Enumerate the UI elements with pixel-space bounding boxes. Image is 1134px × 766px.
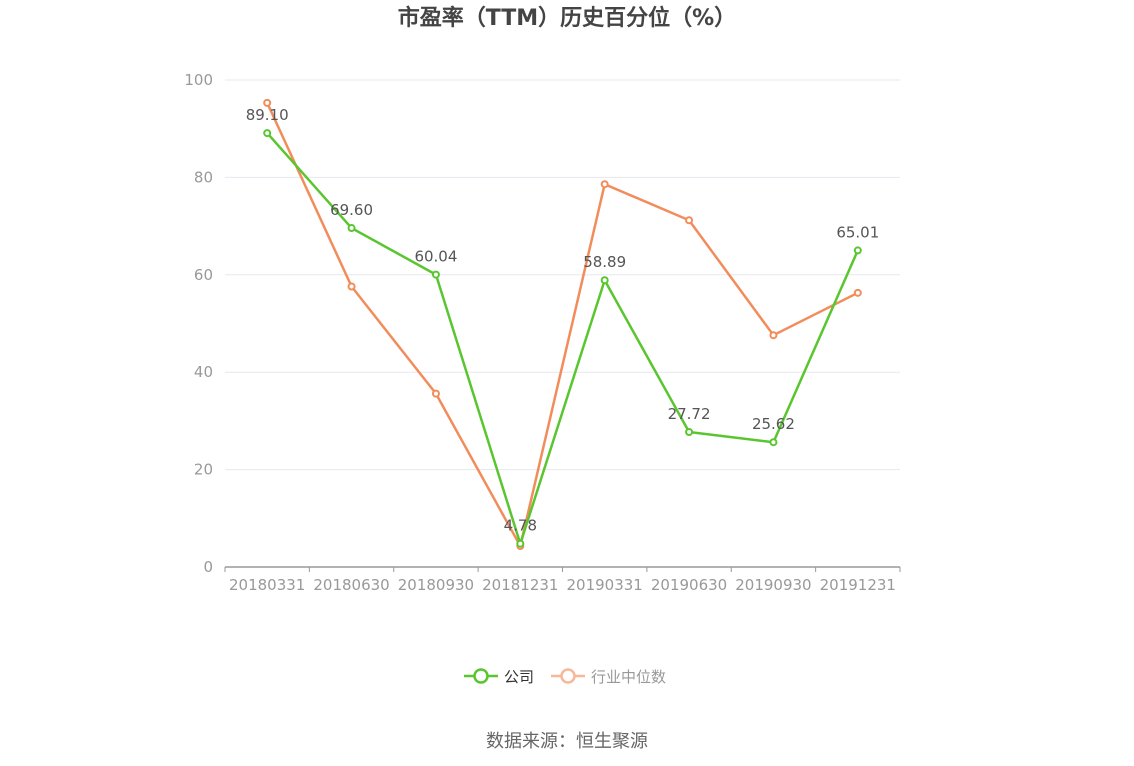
source-note: 数据来源：恒生聚源: [486, 731, 648, 752]
y-tick-label: 20: [194, 461, 213, 479]
grid: [225, 79, 900, 471]
data-point[interactable]: [685, 216, 694, 225]
data-point[interactable]: [431, 270, 440, 279]
data-point[interactable]: [600, 180, 609, 189]
data-label: 4.78: [504, 517, 537, 535]
legend-marker: [560, 668, 576, 684]
legend-label: 行业中位数: [591, 668, 666, 686]
data-label: 25.62: [752, 415, 795, 433]
x-tick-label: 20191231: [820, 576, 896, 594]
data-label: 69.60: [330, 201, 373, 219]
y-tick-label: 60: [194, 266, 213, 284]
data-point[interactable]: [853, 246, 862, 255]
data-label: 60.04: [414, 248, 457, 266]
data-label: 65.01: [836, 223, 879, 241]
legend-label: 公司: [504, 668, 534, 686]
data-point[interactable]: [263, 129, 272, 138]
data-label: 58.89: [583, 253, 626, 271]
x-tick-label: 20190630: [651, 576, 727, 594]
data-point[interactable]: [263, 98, 272, 107]
data-point[interactable]: [769, 331, 778, 340]
x-tick-label: 20180930: [398, 576, 474, 594]
data-point[interactable]: [600, 276, 609, 285]
legend-item-0[interactable]: 公司: [464, 668, 534, 686]
x-tick-label: 20181231: [482, 576, 558, 594]
data-label: 89.10: [246, 106, 289, 124]
data-labels: 89.10 69.60 60.04 4.78 58.89 27.72 25.62 65.01: [246, 106, 880, 535]
data-label: 27.72: [668, 405, 711, 423]
data-point[interactable]: [769, 438, 778, 447]
series-line-0: [266, 132, 859, 545]
x-tick-label: 20190331: [567, 576, 643, 594]
legend-item-1[interactable]: 行业中位数: [551, 668, 666, 686]
data-point[interactable]: [853, 288, 862, 297]
data-point[interactable]: [685, 428, 694, 437]
chart-title: 市盈率（TTM）历史百分位（%）: [398, 5, 736, 31]
series-line-1: [266, 102, 859, 548]
series: [263, 98, 862, 551]
y-tick-label: 100: [184, 71, 213, 89]
axes: 0 20 40 60 80 100 20180331 20180630 20180930 2018…: [184, 71, 901, 594]
y-tick-label: 0: [203, 558, 213, 576]
data-point[interactable]: [516, 539, 525, 548]
x-tick-label: 20190930: [735, 576, 811, 594]
y-tick-label: 80: [194, 168, 213, 186]
x-tick-label: 20180331: [229, 576, 305, 594]
legend-marker: [473, 668, 489, 684]
x-tick-label: 20180630: [313, 576, 389, 594]
legend[interactable]: 公司 行业中位数: [464, 668, 666, 686]
data-point[interactable]: [431, 389, 440, 398]
data-point[interactable]: [347, 224, 356, 233]
data-point[interactable]: [347, 282, 356, 291]
y-tick-label: 40: [194, 363, 213, 381]
